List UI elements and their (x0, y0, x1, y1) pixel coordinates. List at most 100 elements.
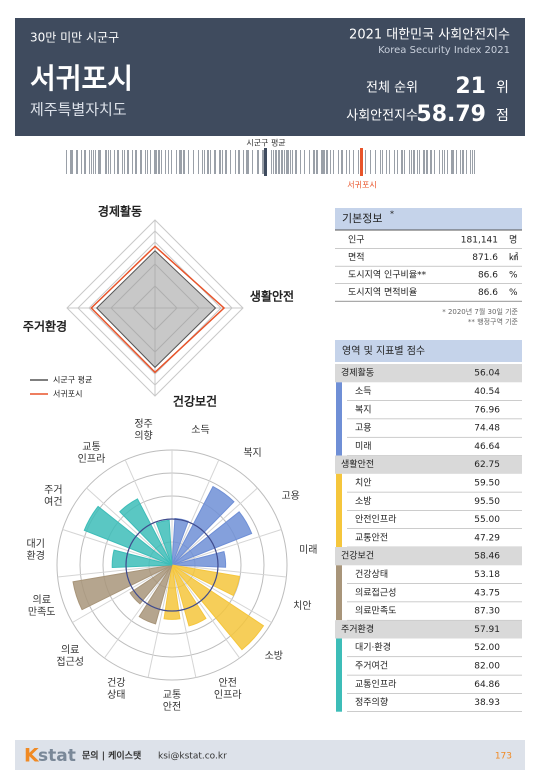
footer-box (15, 740, 525, 770)
polar-spoke (171, 528, 282, 566)
barcode-line (365, 150, 366, 174)
radar-series (95, 250, 217, 369)
barcode-line (219, 150, 221, 174)
barcode-line (349, 150, 350, 174)
barcode-line (252, 150, 253, 174)
barcode-line (358, 150, 359, 174)
group-bar (336, 382, 342, 456)
barcode-line (288, 150, 289, 174)
item-score: 53.18 (474, 570, 500, 580)
polar-bar (72, 564, 173, 611)
barcode-line (386, 150, 387, 174)
polar-spoke (171, 459, 220, 566)
item-score: 76.96 (474, 405, 500, 415)
barcode-line (188, 150, 189, 174)
polar-center (125, 518, 219, 612)
barcode-line (394, 150, 395, 174)
barcode-line (91, 150, 92, 174)
group-name: 건강보건 (341, 551, 374, 562)
polar-spoke (72, 564, 173, 623)
barcode-line (323, 150, 325, 174)
item-name: 정주의향 (355, 696, 388, 708)
barcode-line (447, 150, 448, 174)
barcode-line (313, 150, 315, 174)
info-name: 인구 (348, 235, 365, 246)
score-label: 사회안전지수 (346, 109, 418, 124)
barcode-line (380, 150, 381, 174)
item-name: 미래 (355, 441, 372, 452)
info-value: 86.6 (478, 288, 498, 298)
barcode-line (66, 150, 67, 174)
item-name: 소득 (355, 386, 372, 397)
barcode-line (257, 150, 259, 174)
barcode-line (341, 150, 343, 174)
rank-label: 전체 순위 (366, 81, 418, 96)
contact: 문의 | 케이스탯 (82, 750, 142, 762)
group-row (335, 620, 522, 639)
score-unit: 점 (496, 108, 509, 124)
barcode-line (95, 150, 96, 174)
barcode-line (326, 150, 328, 174)
info-unit: 명 (509, 235, 517, 246)
page-number: 173 (495, 752, 512, 762)
polar-spoke (171, 564, 287, 578)
polar-spoke (147, 564, 173, 678)
barcode-line (135, 150, 137, 174)
province: 제주특별자치도 (30, 101, 127, 119)
item-score: 43.75 (474, 588, 500, 598)
polar-label: 소방 (264, 650, 283, 662)
barcode-line (110, 150, 111, 174)
barcode-line (225, 150, 227, 174)
barcode-line (300, 150, 301, 174)
polar-label: 의료 만족도 (27, 595, 56, 619)
polar-label: 미래 (299, 544, 318, 556)
polar-bar (163, 564, 181, 620)
index-title: 2021 대한민국 사회안전지수 (349, 28, 510, 43)
note: ** 행정구역 기준 (468, 317, 519, 326)
barcode-line (275, 150, 277, 174)
barcode-line (72, 150, 73, 174)
email: ksi@kstat.co.kr (158, 752, 227, 762)
city-marker (360, 148, 363, 176)
barcode-line (202, 150, 203, 174)
polar-spoke (124, 459, 173, 566)
logo-rest: stat (38, 746, 76, 766)
polar-label: 소득 (191, 424, 210, 436)
barcode-line (81, 150, 82, 174)
polar-bar (171, 564, 265, 651)
barcode-line (165, 150, 166, 174)
barcode-line (84, 150, 86, 174)
barcode-line (346, 150, 347, 174)
barcode-line (375, 150, 376, 174)
barcode-line (89, 150, 90, 174)
barcode-line (210, 150, 211, 174)
barcode-line (426, 150, 428, 174)
barcode-line (76, 150, 78, 174)
city: 서귀포시 (30, 62, 133, 95)
barcode-line (70, 150, 72, 174)
polar-spoke (62, 528, 173, 566)
avg-marker (264, 148, 267, 176)
barcode-line (439, 150, 440, 174)
polar-label: 건강 상태 (107, 678, 126, 702)
group-row (335, 364, 522, 383)
barcode-line (122, 150, 123, 174)
logo-k: K (24, 745, 40, 767)
item-score: 74.48 (474, 424, 500, 434)
barcode-line (156, 150, 157, 174)
barcode-line (304, 150, 305, 174)
score: 58.79 (416, 102, 486, 127)
barcode-line (145, 150, 146, 174)
polar-bar (155, 519, 173, 566)
item-score: 46.64 (474, 442, 500, 452)
avg-label: 시군구 평균 (246, 138, 285, 148)
barcode (66, 148, 475, 176)
legend-label: 시군구 평균 (53, 375, 92, 385)
barcode-line (154, 150, 156, 174)
group-name: 생활안전 (341, 458, 374, 470)
group-score: 58.46 (474, 552, 500, 562)
barcode-line (114, 150, 115, 174)
barcode-line (147, 150, 148, 174)
barcode-line (230, 150, 231, 174)
polar-label: 주거 여건 (44, 484, 63, 508)
